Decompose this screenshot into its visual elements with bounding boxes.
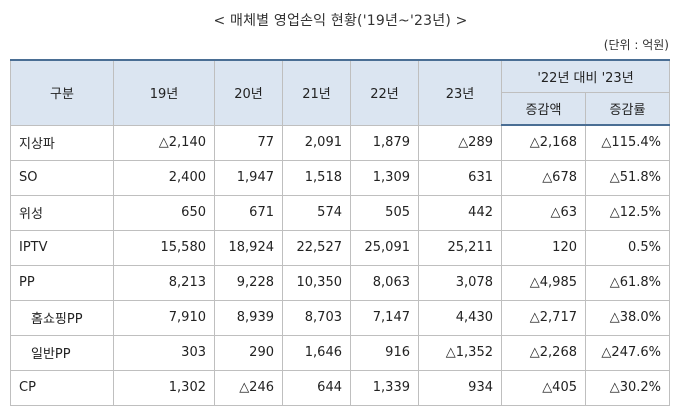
table-cell: 671 xyxy=(214,194,283,231)
table-cell: 22,527 xyxy=(282,229,351,266)
table-cell: 120 xyxy=(501,229,586,266)
header-year-23: 23년 xyxy=(418,59,502,126)
table-cell: △2,140 xyxy=(113,124,215,161)
table-row: 홈쇼핑PP 7,910 8,939 8,703 7,147 4,430 △2,717 △38.… xyxy=(10,299,670,336)
table-cell: 8,063 xyxy=(350,264,419,301)
table-body: 지상파 △2,140 77 2,091 1,879 △289 △2,168 △115.4% SO… xyxy=(10,124,670,406)
operating-profit-table: 구분 19년 20년 21년 22년 23년 '22년 대비 '23년 증감액 … xyxy=(10,59,670,406)
table-cell: 4,430 xyxy=(418,299,502,336)
table-row: 지상파 △2,140 77 2,091 1,879 △289 △2,168 △115.4% xyxy=(10,124,670,161)
table-cell: 10,350 xyxy=(282,264,351,301)
table-cell: 3,078 xyxy=(418,264,502,301)
table-cell: 2,400 xyxy=(113,159,215,196)
table-cell: △1,352 xyxy=(418,334,502,371)
table-cell: 77 xyxy=(214,124,283,161)
table-cell: 9,228 xyxy=(214,264,283,301)
table-cell: 505 xyxy=(350,194,419,231)
table-cell: 1,646 xyxy=(282,334,351,371)
row-label: IPTV xyxy=(10,229,114,266)
table-cell: 290 xyxy=(214,334,283,371)
row-label: PP xyxy=(10,264,114,301)
row-label: 홈쇼핑PP xyxy=(10,299,114,336)
table-cell: △38.0% xyxy=(585,299,670,336)
table-cell: 25,211 xyxy=(418,229,502,266)
table-cell: 18,924 xyxy=(214,229,283,266)
table-cell: △678 xyxy=(501,159,586,196)
header-category: 구분 xyxy=(10,59,114,126)
table-cell: 1,879 xyxy=(350,124,419,161)
table-cell: 442 xyxy=(418,194,502,231)
unit-note: (단위 : 억원) xyxy=(603,38,669,52)
header-comparison: '22년 대비 '23년 xyxy=(501,59,670,93)
table-cell: △115.4% xyxy=(585,124,670,161)
table-cell: 650 xyxy=(113,194,215,231)
header-change-rate: 증감률 xyxy=(585,91,670,126)
table-cell: △51.8% xyxy=(585,159,670,196)
table-row: IPTV 15,580 18,924 22,527 25,091 25,211 120 0.5… xyxy=(10,229,670,266)
table-cell: 8,213 xyxy=(113,264,215,301)
table-title: < 매체별 영업손익 현황('19년~'23년) > xyxy=(213,13,468,29)
table-cell: 1,309 xyxy=(350,159,419,196)
table-cell: 1,947 xyxy=(214,159,283,196)
header-row-sub: 증감액 증감률 xyxy=(11,91,670,126)
table-cell: △289 xyxy=(418,124,502,161)
row-label: SO xyxy=(10,159,114,196)
header-year-20: 20년 xyxy=(214,59,283,126)
header-year-22: 22년 xyxy=(350,59,419,126)
table-row: PP 8,213 9,228 10,350 8,063 3,078 △4,985 △61.8% xyxy=(10,264,670,301)
table-cell: 8,939 xyxy=(214,299,283,336)
table-cell: 7,147 xyxy=(350,299,419,336)
row-label: 위성 xyxy=(10,194,114,231)
table-row: 위성 650 671 574 505 442 △63 △12.5% xyxy=(10,194,670,231)
table-cell: △4,985 xyxy=(501,264,586,301)
table-cell: 574 xyxy=(282,194,351,231)
table-cell: △61.8% xyxy=(585,264,670,301)
table-cell: 916 xyxy=(350,334,419,371)
table-cell: 1,518 xyxy=(282,159,351,196)
table-cell: 8,703 xyxy=(282,299,351,336)
table-cell: △2,268 xyxy=(501,334,586,371)
table-cell: △2,717 xyxy=(501,299,586,336)
header-year-21: 21년 xyxy=(282,59,351,126)
table-cell: 2,091 xyxy=(282,124,351,161)
table-cell: 0.5% xyxy=(585,229,670,266)
table-cell: 7,910 xyxy=(113,299,215,336)
row-label: 지상파 xyxy=(10,124,114,161)
table-cell: 303 xyxy=(113,334,215,371)
header-year-19: 19년 xyxy=(113,59,215,126)
table-cell: △2,168 xyxy=(501,124,586,161)
table-row: 일반PP 303 290 1,646 916 △1,352 △2,268 △247.6% xyxy=(10,334,670,371)
table-cell: △63 xyxy=(501,194,586,231)
table-cell: △247.6% xyxy=(585,334,670,371)
row-label: 일반PP xyxy=(10,334,114,371)
header-row-top: 구분 19년 20년 21년 22년 23년 '22년 대비 '23년 xyxy=(10,59,670,126)
table-cell: 25,091 xyxy=(350,229,419,266)
header-change-amount: 증감액 xyxy=(501,91,586,126)
table-cell: 15,580 xyxy=(113,229,215,266)
table-cell: △12.5% xyxy=(585,194,670,231)
table-cell: 631 xyxy=(418,159,502,196)
table-row: SO 2,400 1,947 1,518 1,309 631 △678 △51.8% xyxy=(10,159,670,196)
